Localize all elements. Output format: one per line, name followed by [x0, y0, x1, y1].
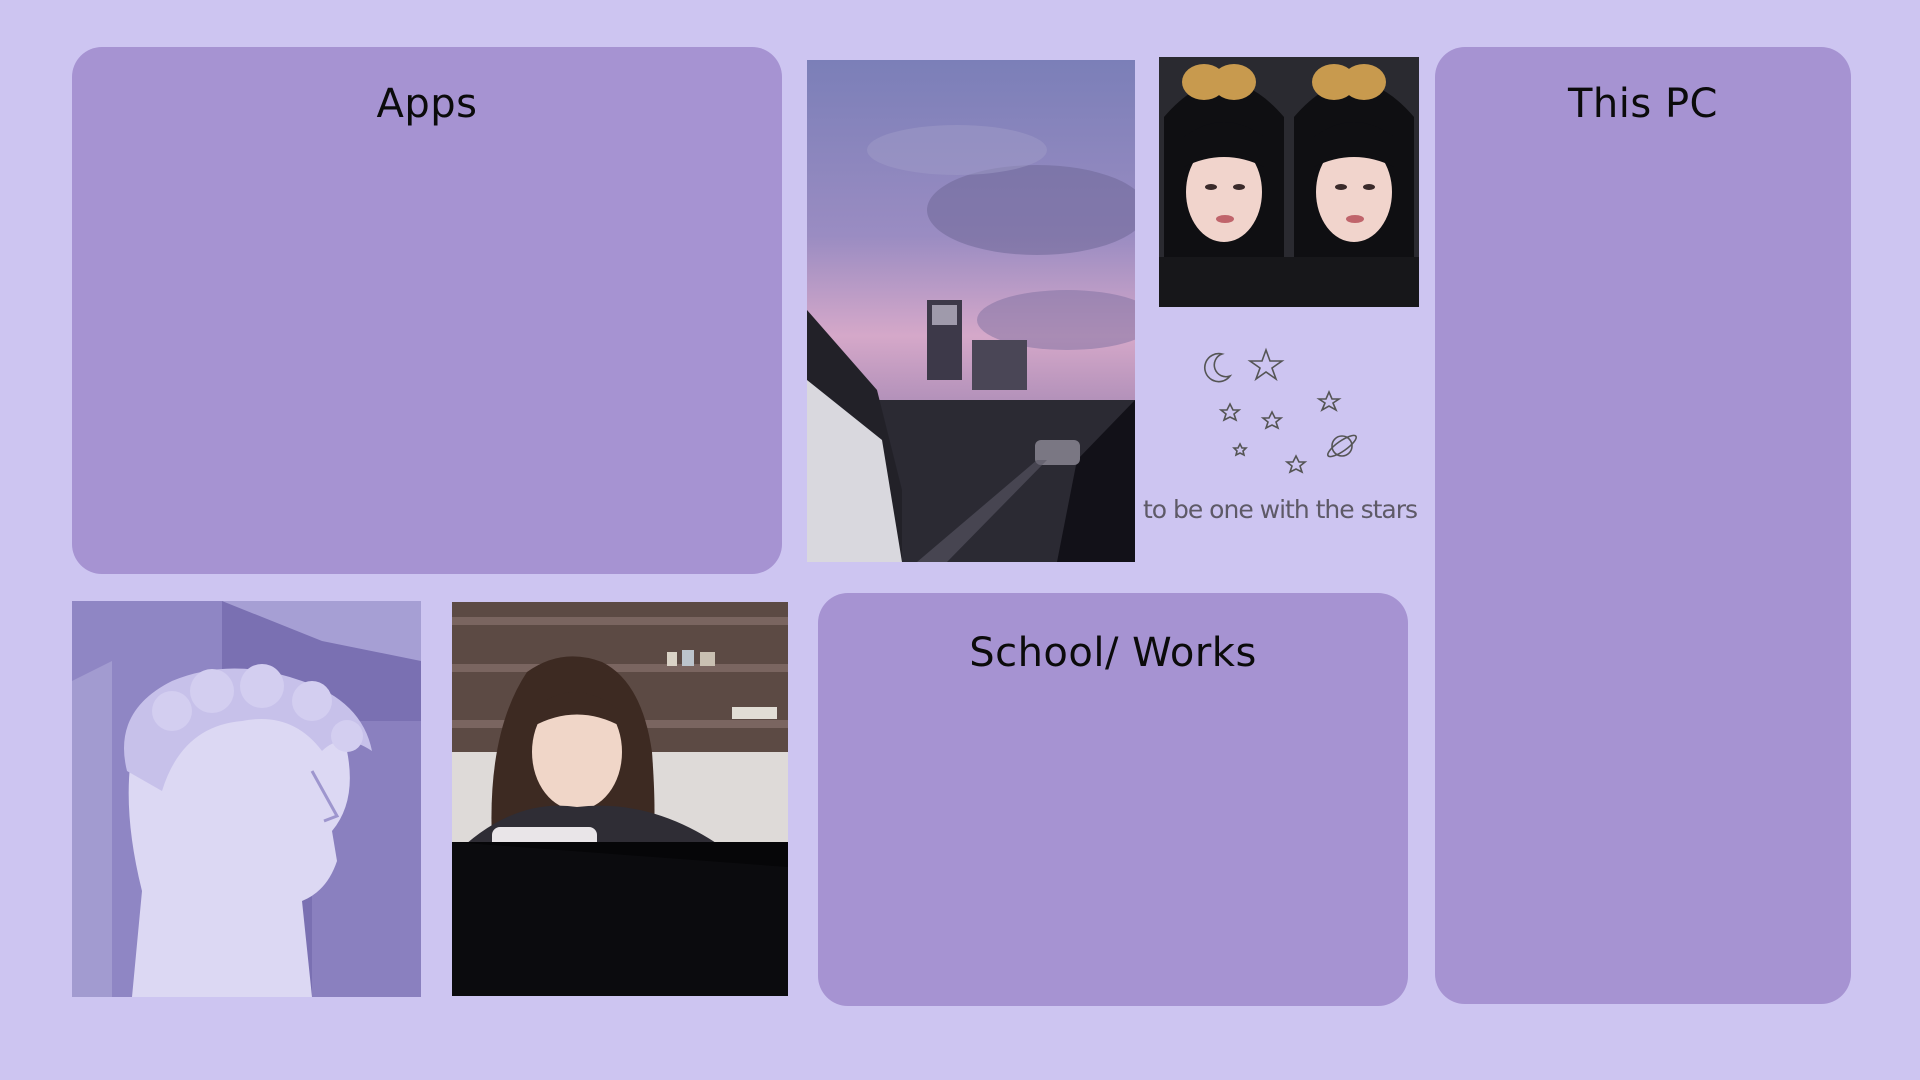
star-icon [1247, 347, 1285, 382]
star-icon [1316, 389, 1342, 412]
school-works-panel[interactable]: School/ Works [818, 593, 1408, 1006]
school-works-panel-title: School/ Works [969, 630, 1257, 676]
sunset-sky-photo [807, 60, 1135, 562]
stars-caption: to be one with the stars [1142, 495, 1418, 524]
desk-photo [452, 602, 788, 996]
this-pc-panel[interactable]: This PC [1435, 47, 1851, 1004]
apps-panel-title: Apps [376, 81, 478, 127]
moon-icon [1204, 352, 1233, 383]
stars-decoration [1190, 340, 1370, 480]
star-icon [1218, 402, 1242, 422]
star-icon [1232, 442, 1248, 457]
this-pc-panel-title: This PC [1567, 81, 1718, 127]
star-icon [1284, 454, 1308, 474]
twin-selfie-photo [1159, 57, 1419, 307]
planet-icon [1326, 434, 1358, 458]
apps-panel[interactable]: Apps [72, 47, 782, 574]
statue-photo [72, 601, 421, 997]
star-icon [1260, 410, 1284, 430]
